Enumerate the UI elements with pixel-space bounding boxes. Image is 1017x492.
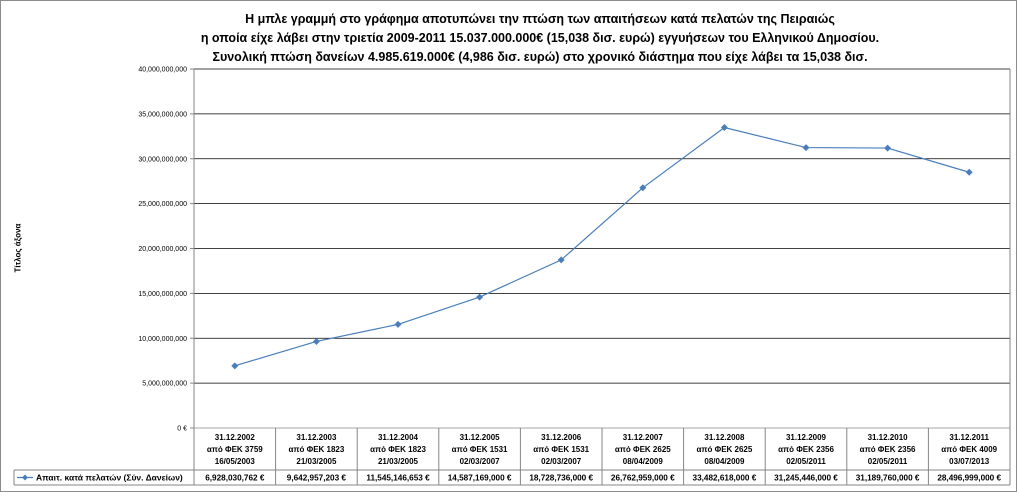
x-category-label: από ΦΕΚ 2625 (615, 445, 671, 454)
x-category-label: από ΦΕΚ 1823 (288, 445, 344, 454)
chart-title-line-3: Συνολική πτώση δανείων 4.985.619.000€ (4… (212, 50, 868, 64)
data-table-value: 28,496,999,000 € (937, 474, 1001, 483)
x-category-label: 08/04/2009 (623, 457, 664, 466)
y-tick-label: 30,000,000,000 (138, 156, 187, 163)
data-table: 31.12.2002 από ΦΕΚ 3759 16/05/2003 31.12.20… (13, 428, 1011, 486)
x-category-label: από ΦΕΚ 3759 (207, 445, 263, 454)
x-category-label: από ΦΕΚ 2625 (696, 445, 752, 454)
data-table-value: 14,587,169,000 € (448, 474, 512, 483)
legend-label: Απαιτ. κατά πελατών (Σύν. Δανείων) (36, 473, 183, 483)
legend-marker (22, 474, 28, 481)
data-point (639, 184, 647, 192)
data-point (394, 320, 402, 328)
x-category-label: 16/05/2003 (215, 457, 256, 466)
data-table-value: 18,728,736,000 € (529, 474, 593, 483)
y-tick-label: 20,000,000,000 (138, 246, 187, 253)
x-category-label: από ΦΕΚ 1823 (370, 445, 426, 454)
x-category-label: 31.12.2005 (460, 433, 501, 442)
y-tick-label: 15,000,000,000 (138, 291, 187, 298)
data-point (476, 293, 484, 301)
y-tick-label: 10,000,000,000 (138, 336, 187, 343)
x-category-label: 31.12.2011 (949, 433, 989, 442)
data-point (965, 168, 973, 176)
data-point (802, 144, 810, 152)
series-layer (231, 123, 973, 370)
x-category-label: 31.12.2007 (623, 433, 664, 442)
x-category-label: από ΦΕΚ 1531 (533, 445, 589, 454)
x-category-label: 31.12.2009 (786, 433, 827, 442)
data-table-value: 6,928,030,762 € (205, 474, 265, 483)
x-category-label: 31.12.2003 (296, 433, 337, 442)
data-table-value: 9,642,957,203 € (287, 474, 347, 483)
y-tick-label: 40,000,000,000 (138, 67, 187, 74)
data-point (884, 144, 892, 152)
x-category-label: 31.12.2002 (215, 433, 256, 442)
x-category-label: από ΦΕΚ 1531 (452, 445, 508, 454)
y-tick-label: 25,000,000,000 (138, 201, 187, 208)
x-category-label: 21/03/2005 (296, 457, 337, 466)
x-category-label: 31.12.2010 (868, 433, 909, 442)
data-point (557, 256, 565, 264)
x-category-label: 02/05/2011 (786, 457, 826, 466)
data-table-value: 31,189,760,000 € (856, 474, 920, 483)
data-table-value: 26,762,959,000 € (611, 474, 675, 483)
series-line (234, 126, 970, 367)
x-category-label: 21/03/2005 (378, 457, 419, 466)
chart-title-line-2: η οποία είχε λάβει στην τριετία 2009-201… (200, 31, 880, 45)
data-table-value: 11,545,146,653 € (366, 474, 430, 483)
x-category-label: 31.12.2004 (378, 433, 419, 442)
y-tick-label: 5,000,000,000 (142, 381, 187, 388)
x-category-label: από ΦΕΚ 4009 (941, 445, 997, 454)
grid-layer (190, 68, 1011, 429)
y-tick-label: 35,000,000,000 (138, 111, 187, 118)
data-table-value: 33,482,618,000 € (693, 474, 757, 483)
y-tick-labels: 0 € 5,000,000,000 10,000,000,000 15,000,000… (138, 67, 187, 433)
data-point (231, 362, 239, 370)
chart-title: Η μπλε γραμμή στο γράφημα αποτυπώνει την… (120, 10, 960, 67)
chart-title-line-1: Η μπλε γραμμή στο γράφημα αποτυπώνει την… (245, 12, 835, 26)
x-category-label: 08/04/2009 (704, 457, 745, 466)
y-tick-label: 0 € (177, 426, 187, 433)
x-category-label: από ΦΕΚ 2356 (860, 445, 916, 454)
data-table-value: 31,245,446,000 € (774, 474, 838, 483)
x-category-label: 31.12.2006 (541, 433, 582, 442)
x-category-label: από ΦΕΚ 2356 (778, 445, 834, 454)
data-point (720, 123, 728, 131)
x-category-label: 03/07/2013 (949, 457, 990, 466)
x-category-label: 31.12.2008 (704, 433, 745, 442)
x-category-label: 02/03/2007 (460, 457, 501, 466)
x-category-label: 02/03/2007 (541, 457, 582, 466)
x-category-label: 02/05/2011 (868, 457, 908, 466)
data-point (312, 337, 320, 345)
